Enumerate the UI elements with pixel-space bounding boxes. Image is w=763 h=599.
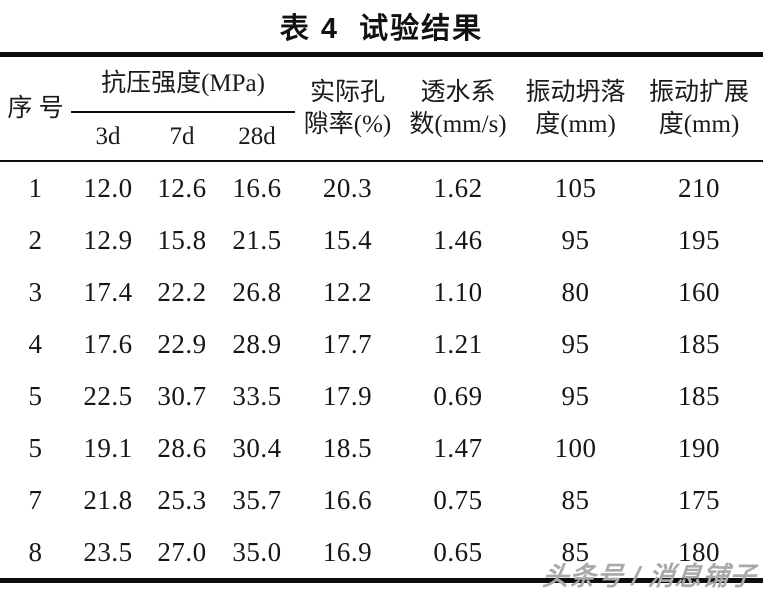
table-cell: 1.47 xyxy=(433,432,483,463)
table-title: 表 4 试验结果 xyxy=(279,13,484,45)
header-age-3d: 3d xyxy=(95,122,121,150)
table-cell: 21.5 xyxy=(232,224,282,255)
table-cell: 22.9 xyxy=(157,328,207,359)
table-cell: 3 xyxy=(28,276,43,307)
table-body: 1 12.0 12.6 16.6 20.3 1.62 105 210 2 12.… xyxy=(0,161,763,581)
table-row: 1 12.0 12.6 16.6 20.3 1.62 105 210 xyxy=(0,161,763,214)
table-cell: 25.3 xyxy=(157,484,207,515)
table-cell: 28.9 xyxy=(232,328,282,359)
table-row: 5 22.5 30.7 33.5 17.9 0.69 95 185 xyxy=(0,370,763,422)
table-row: 5 19.1 28.6 30.4 18.5 1.47 100 190 xyxy=(0,422,763,474)
header-row-top: 序 号 抗压强度(MPa) 实际孔 隙率(%) 透水系 数(mm/s) 振动坍落… xyxy=(0,54,763,138)
table-cell: 12.2 xyxy=(322,276,373,307)
table-cell: 1.10 xyxy=(433,276,483,307)
table-cell: 95 xyxy=(561,328,590,359)
table-cell: 85 xyxy=(561,536,590,567)
table-cell: 21.8 xyxy=(83,484,133,515)
table-cell: 17.4 xyxy=(83,276,133,307)
table-cell: 17.9 xyxy=(322,380,373,411)
table-cell: 2 xyxy=(28,224,43,255)
table-cell: 35.0 xyxy=(232,536,282,567)
table-cell: 19.1 xyxy=(83,432,133,463)
header-compressive-group: 抗压强度(MPa) xyxy=(71,54,296,113)
table-cell: 0.65 xyxy=(433,536,483,567)
table-cell: 160 xyxy=(678,276,721,307)
table-cell: 27.0 xyxy=(157,536,207,567)
header-row-sub: 3d 7d 28d xyxy=(0,112,763,161)
table-cell: 95 xyxy=(561,380,590,411)
table-cell: 26.8 xyxy=(232,276,282,307)
table-cell: 16.6 xyxy=(322,484,373,515)
table-cell: 100 xyxy=(554,432,597,463)
table-cell: 33.5 xyxy=(232,380,282,411)
table-cell: 1.21 xyxy=(433,328,483,359)
table-cell: 18.5 xyxy=(322,432,373,463)
table-cell: 28.6 xyxy=(157,432,207,463)
header-seq: 序 号 xyxy=(7,94,64,122)
table-row: 3 17.4 22.2 26.8 12.2 1.10 80 160 xyxy=(0,266,763,318)
table-cell: 185 xyxy=(678,380,721,411)
table-cell: 95 xyxy=(561,224,590,255)
table-cell: 1.62 xyxy=(433,172,483,203)
header-permeability: 透水系 数(mm/s) xyxy=(409,78,507,138)
header-age-28d: 28d xyxy=(238,122,276,150)
table-cell: 16.6 xyxy=(232,172,282,203)
table-cell: 30.4 xyxy=(232,432,282,463)
table-cell: 85 xyxy=(561,484,590,515)
table-cell: 23.5 xyxy=(83,536,133,567)
table-cell: 30.7 xyxy=(157,380,207,411)
table-cell: 185 xyxy=(678,328,721,359)
table-cell: 190 xyxy=(678,432,721,463)
header-spread: 振动扩展 度(mm) xyxy=(649,78,750,138)
table-cell: 15.4 xyxy=(322,224,373,255)
table-cell: 16.9 xyxy=(322,536,373,567)
results-table: 序 号 抗压强度(MPa) 实际孔 隙率(%) 透水系 数(mm/s) 振动坍落… xyxy=(0,52,763,583)
table-row: 4 17.6 22.9 28.9 17.7 1.21 95 185 xyxy=(0,318,763,370)
table-cell: 80 xyxy=(561,276,590,307)
table-row: 7 21.8 25.3 35.7 16.6 0.75 85 175 xyxy=(0,474,763,526)
table-cell: 15.8 xyxy=(157,224,207,255)
table-cell: 210 xyxy=(678,172,721,203)
table-cell: 0.75 xyxy=(433,484,483,515)
table-cell: 0.69 xyxy=(433,380,483,411)
table-cell: 1.46 xyxy=(433,224,483,255)
table-cell: 12.6 xyxy=(157,172,207,203)
header-age-7d: 7d xyxy=(169,122,195,150)
table-cell: 5 xyxy=(28,432,43,463)
table-row: 8 23.5 27.0 35.0 16.9 0.65 85 180 xyxy=(0,526,763,581)
header-porosity: 实际孔 隙率(%) xyxy=(303,78,392,138)
table-cell: 17.6 xyxy=(83,328,133,359)
table-cell: 5 xyxy=(28,380,43,411)
table-cell: 12.0 xyxy=(83,172,133,203)
table-cell: 22.2 xyxy=(157,276,207,307)
table-cell: 7 xyxy=(28,484,43,515)
table-cell: 22.5 xyxy=(83,380,133,411)
table-cell: 35.7 xyxy=(232,484,282,515)
header-slump: 振动坍落 度(mm) xyxy=(525,78,626,138)
table-cell: 8 xyxy=(28,536,43,567)
table-header: 序 号 抗压强度(MPa) 实际孔 隙率(%) 透水系 数(mm/s) 振动坍落… xyxy=(0,54,763,161)
table-cell: 195 xyxy=(678,224,721,255)
table-cell: 12.9 xyxy=(83,224,133,255)
table-cell: 105 xyxy=(554,172,597,203)
table-cell: 4 xyxy=(28,328,43,359)
table-cell: 1 xyxy=(28,172,43,203)
table-row: 2 12.9 15.8 21.5 15.4 1.46 95 195 xyxy=(0,214,763,266)
table-cell: 175 xyxy=(678,484,721,515)
table-cell: 180 xyxy=(678,536,721,567)
table-cell: 17.7 xyxy=(322,328,373,359)
table-cell: 20.3 xyxy=(322,172,373,203)
